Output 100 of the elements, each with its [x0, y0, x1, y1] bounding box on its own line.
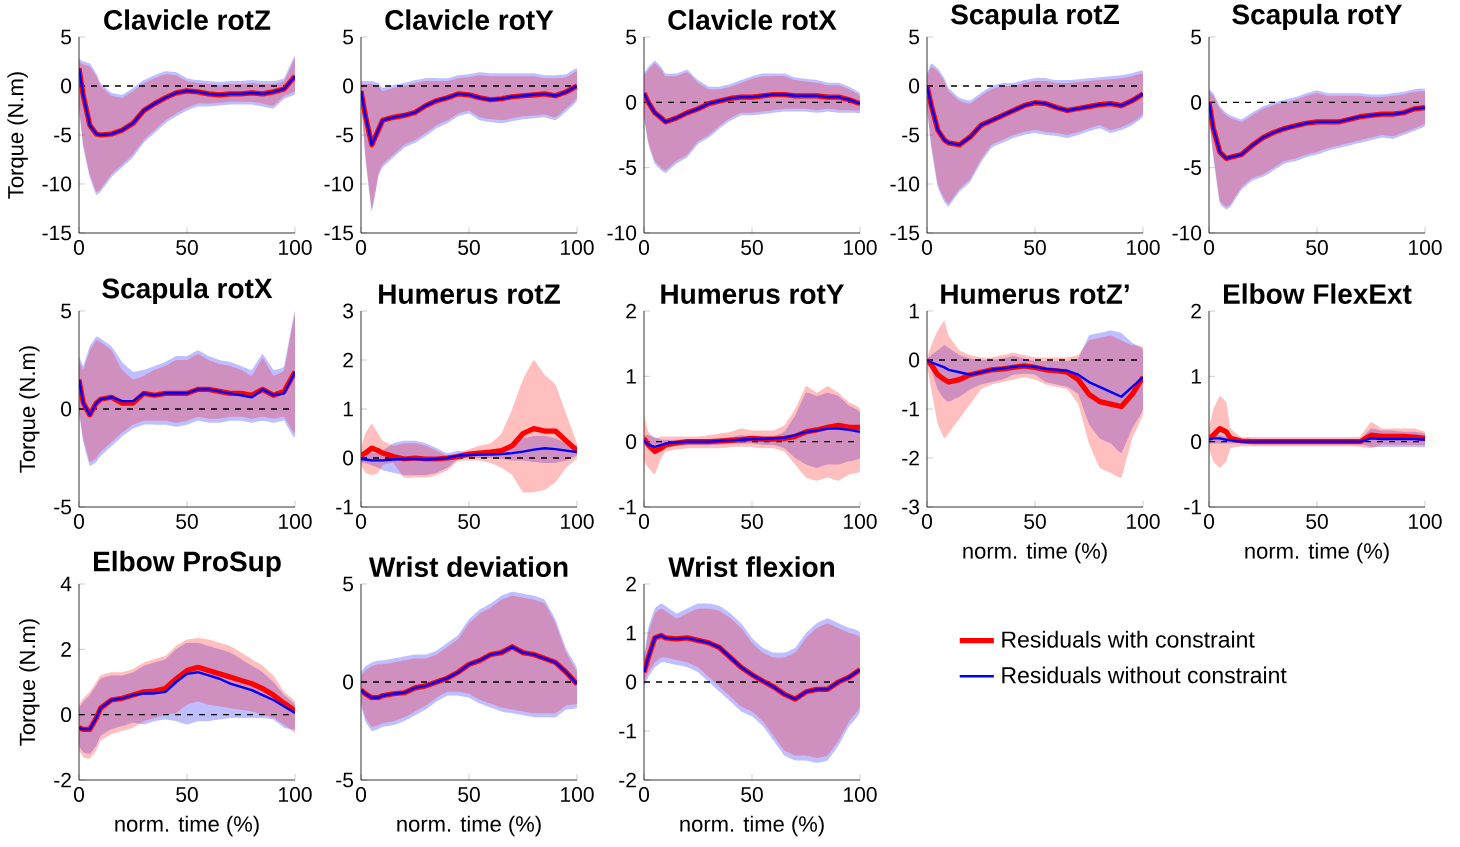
x-tick-label: 100: [844, 514, 877, 529]
y-tick-label: 1: [626, 369, 636, 384]
y-tick-label: 1: [343, 401, 353, 417]
x-tick-label: 50: [741, 514, 763, 529]
y-axis-title: Torque (N.m): [7, 72, 28, 199]
chart-title: Scapula rotY: [1232, 3, 1403, 30]
y-tick-label: 3: [343, 303, 354, 319]
chart-title: Clavicle rotY: [385, 9, 554, 30]
x-tick-label: 50: [1306, 240, 1328, 255]
y-tick-label: 1: [1191, 369, 1201, 384]
y-tick-label: -1: [619, 499, 636, 515]
y-tick-label: 0: [343, 78, 354, 94]
x-tick-label: 0: [73, 240, 85, 255]
y-tick-label: 5: [909, 29, 920, 45]
y-tick-label: -1: [619, 723, 636, 739]
x-axis-title: norm. time (%): [1245, 542, 1389, 564]
chart-title: Humerus rotZ’: [941, 284, 1129, 304]
y-tick-label: 4: [60, 576, 72, 592]
legend-label: Residuals with constraint: [1002, 630, 1255, 648]
chart-title: Humerus rotZ: [379, 284, 560, 304]
chart-title: Clavicle rotX: [668, 9, 837, 30]
x-tick-label: 0: [921, 514, 933, 529]
chart-title: Wrist flexion: [668, 556, 835, 577]
x-tick-label: 50: [458, 787, 480, 802]
x-tick-label: 0: [355, 514, 367, 529]
x-tick-label: 50: [1024, 240, 1046, 255]
x-tick-label: 50: [458, 240, 480, 255]
y-tick-label: 0: [909, 352, 920, 368]
y-tick-label: -10: [1172, 225, 1202, 241]
x-tick-label: 100: [1127, 514, 1160, 529]
chart-title: Clavicle rotZ: [104, 9, 271, 30]
y-tick-label: 0: [343, 674, 354, 690]
y-tick-label: 0: [909, 78, 920, 94]
y-tick-label: 0: [61, 401, 72, 417]
y-tick-label: -10: [324, 176, 354, 192]
chart-title: Wrist deviation: [368, 556, 568, 577]
x-tick-label: 50: [176, 787, 198, 802]
y-tick-label: -10: [607, 225, 637, 241]
y-tick-label: 2: [626, 303, 636, 319]
x-tick-label: 0: [638, 514, 650, 529]
y-tick-label: 0: [343, 450, 354, 466]
chart-title: Scapula rotZ: [951, 3, 1119, 30]
chart-title: Elbow ProSup: [94, 550, 281, 577]
x-tick-label: 0: [1203, 240, 1215, 255]
y-tick-label: -10: [890, 176, 920, 192]
y-tick-label: -2: [902, 450, 919, 466]
x-tick-label: 100: [279, 787, 312, 802]
x-tick-label: 0: [1203, 514, 1215, 529]
y-tick-label: 0: [626, 434, 637, 450]
y-tick-label: 5: [343, 29, 354, 45]
y-tick-label: -15: [324, 225, 354, 241]
y-tick-label: -1: [1184, 499, 1201, 515]
x-tick-label: 50: [176, 240, 198, 255]
y-tick-label: 2: [626, 576, 636, 592]
y-tick-label: 0: [1191, 94, 1202, 110]
y-tick-label: -5: [1184, 160, 1202, 175]
x-tick-label: 0: [355, 787, 367, 802]
x-tick-label: 100: [279, 240, 312, 255]
x-axis-title: norm. time (%): [397, 815, 541, 837]
chart-title: Humerus rotY: [661, 284, 845, 304]
x-tick-label: 0: [73, 514, 85, 529]
y-tick-label: 5: [61, 303, 72, 319]
y-tick-label: -10: [42, 176, 72, 192]
x-tick-label: 100: [1409, 514, 1442, 529]
y-tick-label: 2: [1191, 303, 1201, 319]
y-tick-label: -5: [336, 772, 354, 788]
chart-title: Elbow FlexExt: [1223, 283, 1412, 304]
y-tick-label: 0: [626, 674, 637, 690]
x-axis-title: norm. time (%): [115, 815, 259, 837]
x-tick-label: 0: [921, 240, 933, 255]
x-tick-label: 50: [1306, 514, 1328, 529]
y-tick-label: 0: [626, 94, 637, 110]
y-tick-label: 2: [61, 642, 71, 657]
x-axis-title: norm. time (%): [680, 815, 824, 837]
y-tick-label: -5: [902, 127, 920, 143]
y-tick-label: -5: [619, 160, 637, 175]
y-tick-label: 2: [343, 352, 353, 368]
y-tick-label: -15: [42, 225, 72, 241]
x-tick-label: 50: [1024, 514, 1046, 529]
y-tick-label: 0: [1191, 434, 1202, 450]
y-tick-label: 0: [61, 78, 72, 94]
y-tick-label: -15: [890, 225, 920, 241]
y-tick-label: 5: [61, 29, 72, 45]
y-tick-label: 5: [343, 576, 354, 592]
x-tick-label: 0: [638, 787, 650, 802]
x-tick-label: 100: [561, 514, 594, 529]
x-tick-label: 100: [561, 240, 594, 255]
y-tick-label: 5: [1191, 29, 1202, 45]
x-tick-label: 0: [355, 240, 367, 255]
x-tick-label: 0: [73, 787, 85, 802]
x-tick-label: 50: [176, 514, 198, 529]
x-tick-label: 100: [1409, 240, 1442, 255]
y-tick-label: -5: [54, 499, 72, 515]
y-tick-label: 1: [909, 303, 919, 319]
x-axis-title: norm. time (%): [963, 542, 1107, 564]
y-tick-label: -2: [54, 772, 71, 788]
y-tick-label: 0: [61, 707, 72, 723]
y-tick-label: 5: [626, 29, 637, 45]
x-tick-label: 100: [844, 787, 877, 802]
chart-title: Scapula rotX: [102, 277, 273, 304]
